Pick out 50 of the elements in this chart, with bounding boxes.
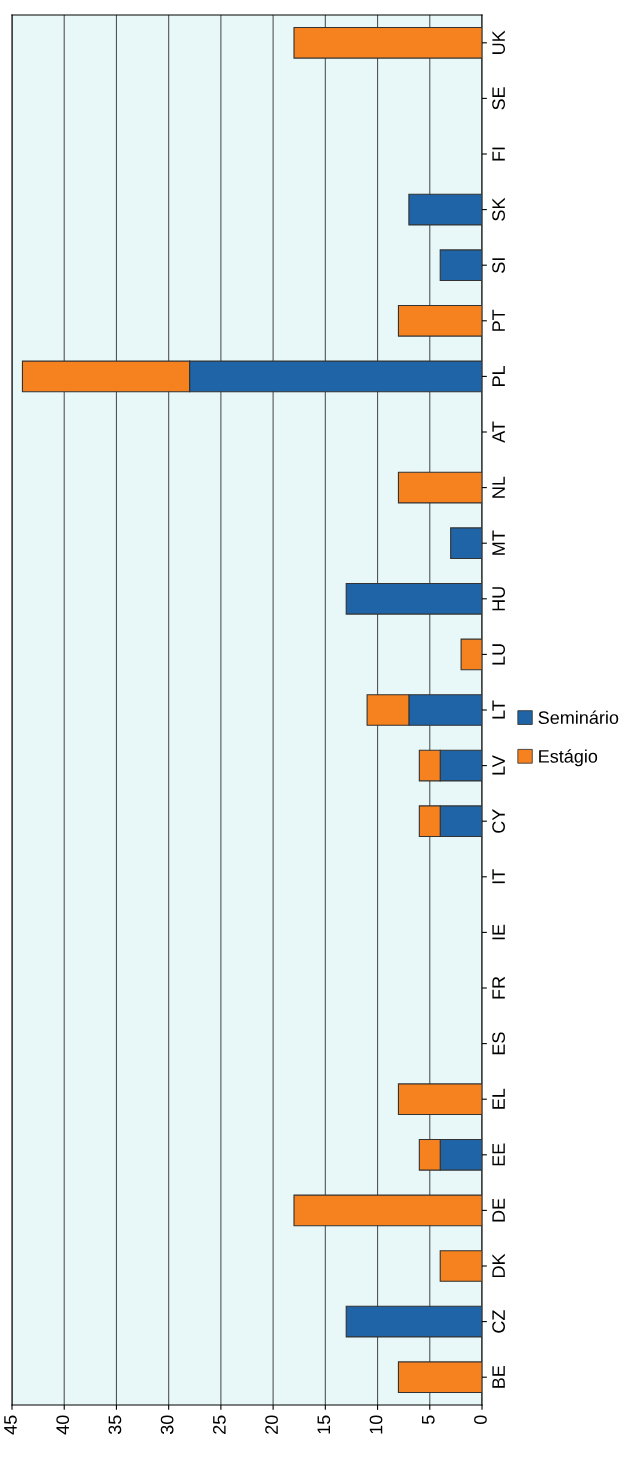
x-tick-label: 45 [4, 1415, 17, 1435]
bar [450, 527, 482, 560]
x-tick-label: 10 [369, 1415, 383, 1434]
y-tick-label: PT [492, 309, 505, 331]
y-tick-label: NL [492, 476, 505, 498]
x-tick-label: 20 [265, 1415, 278, 1434]
bar [345, 582, 482, 615]
bar [408, 193, 482, 226]
bar [397, 1361, 482, 1394]
bar [293, 26, 482, 59]
x-tick-label: 25 [212, 1415, 226, 1434]
x-tick-label: 5 [422, 1415, 435, 1425]
bar [397, 471, 482, 504]
x-tick-label: 15 [317, 1415, 331, 1434]
y-tick-label: LT [492, 700, 505, 719]
y-tick-label: IT [492, 869, 505, 884]
y-tick-label: BE [492, 1365, 505, 1388]
y-tick-label: SE [492, 87, 505, 110]
y-tick-label: FR [492, 976, 505, 999]
bar [345, 1305, 482, 1338]
y-tick-label: EL [492, 1088, 505, 1109]
y-tick-label: SI [492, 258, 505, 273]
bar [460, 638, 482, 671]
bar [439, 1250, 482, 1282]
bar [439, 249, 482, 282]
y-tick-label: EE [492, 1143, 505, 1166]
y-tick-label: LU [492, 644, 505, 665]
y-tick-label: DK [492, 1253, 505, 1278]
y-tick-label: CZ [492, 1310, 505, 1333]
x-tick-label: 35 [108, 1415, 122, 1435]
x-tick-label: 30 [160, 1415, 174, 1435]
x-tick-label: 40 [56, 1415, 70, 1435]
legend-label: Estágio [539, 749, 598, 767]
y-tick-label: CY [492, 809, 505, 833]
legend-label: Seminário [538, 710, 619, 725]
y-tick-label: UK [492, 30, 505, 54]
bar [397, 304, 482, 337]
x-tick-label: 0 [474, 1415, 487, 1425]
y-tick-label: IE [492, 924, 505, 940]
y-tick-label: MT [492, 530, 505, 555]
bar [397, 1083, 482, 1116]
y-tick-label: HU [492, 587, 505, 611]
y-tick-label: PL [492, 365, 505, 386]
y-tick-label: AT [492, 421, 505, 443]
y-tick-label: FI [492, 147, 505, 161]
y-tick-label: SK [492, 197, 505, 221]
bar [293, 1194, 482, 1227]
y-tick-label: LV [492, 755, 505, 775]
y-tick-label: ES [492, 1032, 505, 1055]
y-tick-label: DE [492, 1198, 505, 1222]
